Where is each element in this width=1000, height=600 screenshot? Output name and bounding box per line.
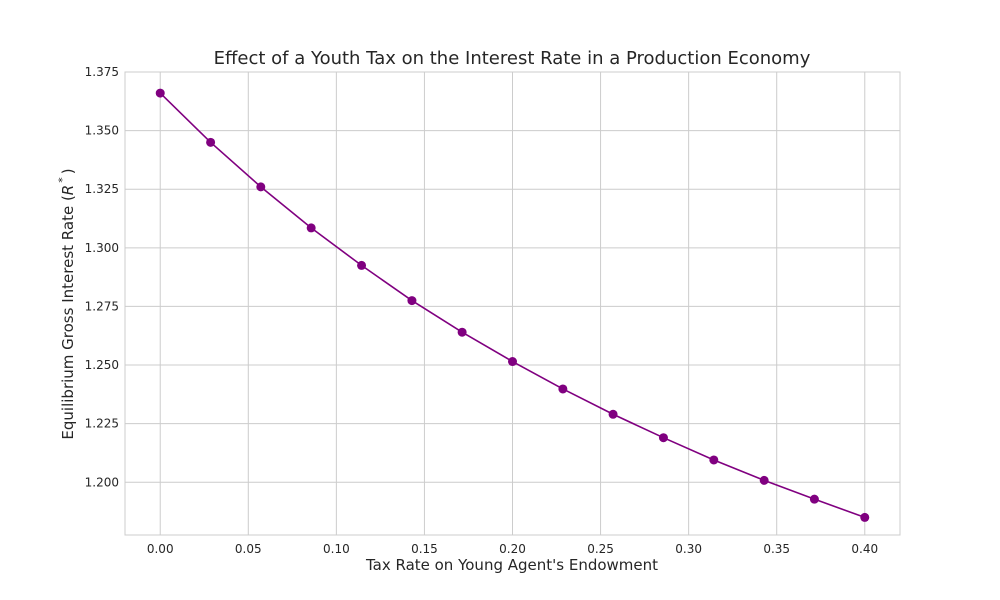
data-point xyxy=(306,223,316,233)
y-tick-label: 1.275 xyxy=(85,299,119,313)
x-tick-label: 0.15 xyxy=(411,542,438,556)
data-point xyxy=(357,260,367,270)
plot-frame xyxy=(124,71,901,536)
data-point xyxy=(608,409,618,419)
data-point xyxy=(457,327,467,337)
y-tick-label: 1.375 xyxy=(85,65,119,79)
series-points xyxy=(155,88,870,522)
data-point xyxy=(709,455,719,465)
data-point xyxy=(809,494,819,504)
data-point xyxy=(860,512,870,522)
x-axis-label: Tax Rate on Young Agent's Endowment xyxy=(365,556,658,574)
data-point xyxy=(206,137,216,147)
x-tick-label: 0.35 xyxy=(763,542,790,556)
y-tick-label: 1.225 xyxy=(85,417,119,431)
data-point xyxy=(256,182,266,192)
y-axis-label-close: ) xyxy=(59,168,77,174)
x-tick-label: 0.40 xyxy=(851,542,878,556)
x-tick-label: 0.25 xyxy=(587,542,614,556)
y-tick-label: 1.200 xyxy=(85,475,119,489)
x-axis-ticks: 0.00 0.05 0.10 0.15 0.20 0.25 0.30 0.35 0.40 xyxy=(147,542,878,556)
chart-title: Effect of a Youth Tax on the Interest Ra… xyxy=(214,48,811,69)
y-axis-label-superscript: * xyxy=(56,177,69,183)
x-tick-label: 0.20 xyxy=(499,542,526,556)
x-tick-label: 0.10 xyxy=(323,542,350,556)
y-tick-label: 1.300 xyxy=(85,241,119,255)
x-tick-label: 0.30 xyxy=(675,542,702,556)
y-axis-label-symbol: R xyxy=(59,185,77,195)
data-point xyxy=(558,384,568,394)
y-tick-label: 1.250 xyxy=(85,358,119,372)
y-tick-label: 1.350 xyxy=(85,124,119,138)
data-point xyxy=(407,296,417,306)
data-point xyxy=(658,433,668,443)
y-axis-label-text: Equilibrium Gross Interest Rate ( xyxy=(59,195,77,439)
y-axis-ticks: 1.200 1.225 1.250 1.275 1.300 1.325 1.350 1.375 xyxy=(85,65,119,489)
x-tick-label: 0.00 xyxy=(147,542,174,556)
data-point xyxy=(155,88,165,98)
y-tick-label: 1.325 xyxy=(85,182,119,196)
x-tick-label: 0.05 xyxy=(235,542,262,556)
data-point xyxy=(508,357,517,367)
data-point xyxy=(759,475,769,485)
y-axis-label: Equilibrium Gross Interest Rate (R *) xyxy=(56,168,77,439)
